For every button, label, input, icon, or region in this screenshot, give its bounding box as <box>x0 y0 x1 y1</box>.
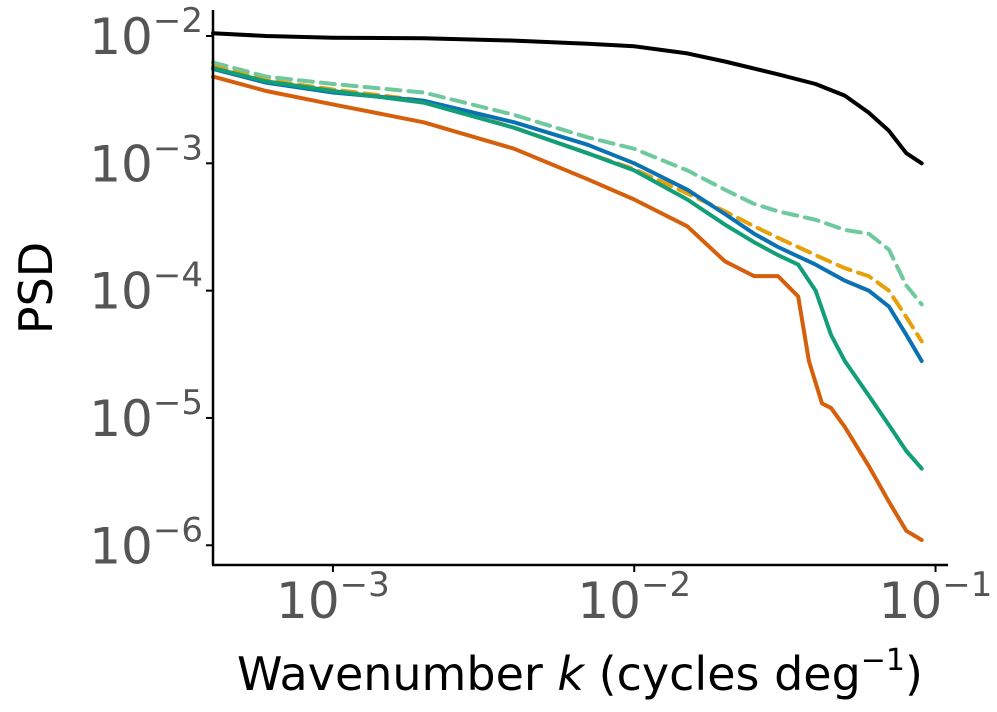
ticks-layer: 10−3 10−2 10−1 10−2 10−3 10−4 10−5 10−6 <box>89 1 992 630</box>
x-axis-title-close: ) <box>905 647 923 701</box>
y-tick-label-0: 10−2 <box>89 1 203 66</box>
series-line-blue <box>211 67 924 363</box>
series-line-black <box>211 31 924 166</box>
axes-layer <box>211 10 948 567</box>
x-tick-label-2: 10−1 <box>879 565 993 630</box>
y-tick-label-2: 10−4 <box>89 256 203 321</box>
x-axis-title-suffix: (cycles deg <box>584 647 861 701</box>
y-tick-label-4: 10−6 <box>89 510 203 575</box>
x-tick-label-0: 10−3 <box>276 565 390 630</box>
series-line-dashed-orange <box>211 64 924 344</box>
series-line-green <box>211 66 924 471</box>
y-axis-title: PSD <box>9 242 63 334</box>
series-line-red-orange <box>211 74 924 542</box>
series-layer <box>211 31 924 542</box>
x-axis-title: Wavenumber k (cycles deg−1) <box>237 643 923 701</box>
x-axis-title-prefix: Wavenumber <box>237 647 557 701</box>
x-tick-label-1: 10−2 <box>577 565 691 630</box>
x-axis-title-variable: k <box>557 647 586 701</box>
y-tick-label-3: 10−5 <box>89 383 203 448</box>
y-tick-label-1: 10−3 <box>89 128 203 193</box>
series-line-dashed-light-green <box>211 60 924 307</box>
x-axis-title-exponent: −1 <box>861 643 905 678</box>
